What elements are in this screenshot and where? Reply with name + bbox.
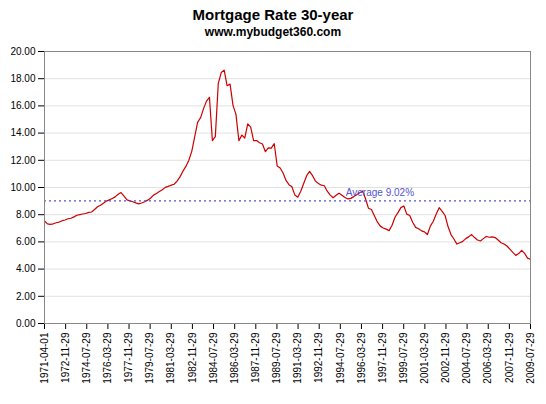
svg-text:2002-11-29: 2002-11-29: [440, 332, 451, 383]
svg-text:2001-03-29: 2001-03-29: [419, 332, 430, 384]
svg-text:1994-07-29: 1994-07-29: [335, 332, 346, 384]
html-text:Mortgage Rate 30-year: Mortgage Rate 30-year: [192, 6, 354, 23]
html-text:www.mybudget360.com: www.mybudget360.com: [204, 25, 342, 39]
svg-text:2007-11-29: 2007-11-29: [504, 332, 515, 383]
svg-text:1997-11-29: 1997-11-29: [377, 332, 388, 383]
svg-text:4.00: 4.00: [16, 263, 36, 274]
svg-text:10.00: 10.00: [10, 182, 35, 193]
svg-text:20.00: 20.00: [10, 46, 35, 57]
svg-text:1976-03-29: 1976-03-29: [102, 332, 113, 384]
svg-text:1972-11-29: 1972-11-29: [60, 332, 71, 383]
svg-text:1987-11-29: 1987-11-29: [250, 332, 261, 383]
svg-text:2006-03-29: 2006-03-29: [482, 332, 493, 384]
svg-text:1982-11-29: 1982-11-29: [187, 332, 198, 383]
svg-text:2009-07-29: 2009-07-29: [525, 332, 536, 384]
svg-text:16.00: 16.00: [10, 100, 35, 111]
svg-text:1992-11-29: 1992-11-29: [313, 332, 324, 383]
svg-text:1986-03-29: 1986-03-29: [229, 332, 240, 384]
svg-text:1989-07-29: 1989-07-29: [271, 332, 282, 384]
svg-text:1984-07-29: 1984-07-29: [208, 332, 219, 384]
svg-text:0.00: 0.00: [16, 318, 36, 329]
svg-text:1996-03-29: 1996-03-29: [356, 332, 367, 384]
svg-text:1999-07-29: 1999-07-29: [398, 332, 409, 384]
svg-text:18.00: 18.00: [10, 73, 35, 84]
svg-text:12.00: 12.00: [10, 155, 35, 166]
svg-text:1977-11-29: 1977-11-29: [123, 332, 134, 383]
svg-text:2.00: 2.00: [16, 291, 36, 302]
svg-text:14.00: 14.00: [10, 127, 35, 138]
svg-text:8.00: 8.00: [16, 209, 36, 220]
svg-text:1991-03-29: 1991-03-29: [292, 332, 303, 384]
svg-text:1971-04-01: 1971-04-01: [39, 332, 50, 384]
svg-text:6.00: 6.00: [16, 236, 36, 247]
svg-text:2004-07-29: 2004-07-29: [461, 332, 472, 384]
svg-text:1974-07-29: 1974-07-29: [81, 332, 92, 384]
svg-text:Average 9.02%: Average 9.02%: [346, 187, 414, 198]
svg-text:1981-03-29: 1981-03-29: [165, 332, 176, 384]
svg-text:1979-07-29: 1979-07-29: [144, 332, 155, 384]
